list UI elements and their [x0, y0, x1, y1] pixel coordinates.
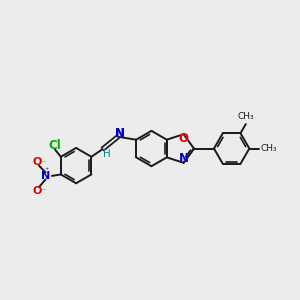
Text: ⁺: ⁺ — [45, 166, 49, 175]
Text: CH₃: CH₃ — [260, 144, 277, 153]
Text: CH₃: CH₃ — [238, 112, 254, 121]
Text: ⁻: ⁻ — [42, 186, 46, 195]
Text: O: O — [178, 132, 189, 145]
Text: H: H — [103, 149, 111, 159]
Text: O: O — [178, 132, 189, 145]
Text: N: N — [114, 127, 124, 140]
Text: O: O — [33, 158, 42, 167]
Text: ⁻: ⁻ — [42, 158, 46, 167]
Text: O: O — [33, 186, 42, 196]
Text: N: N — [41, 171, 50, 181]
Text: N: N — [178, 152, 189, 165]
Text: Cl: Cl — [48, 139, 61, 152]
Text: N: N — [114, 127, 124, 140]
Text: N: N — [178, 152, 189, 165]
Text: N: N — [114, 127, 124, 140]
